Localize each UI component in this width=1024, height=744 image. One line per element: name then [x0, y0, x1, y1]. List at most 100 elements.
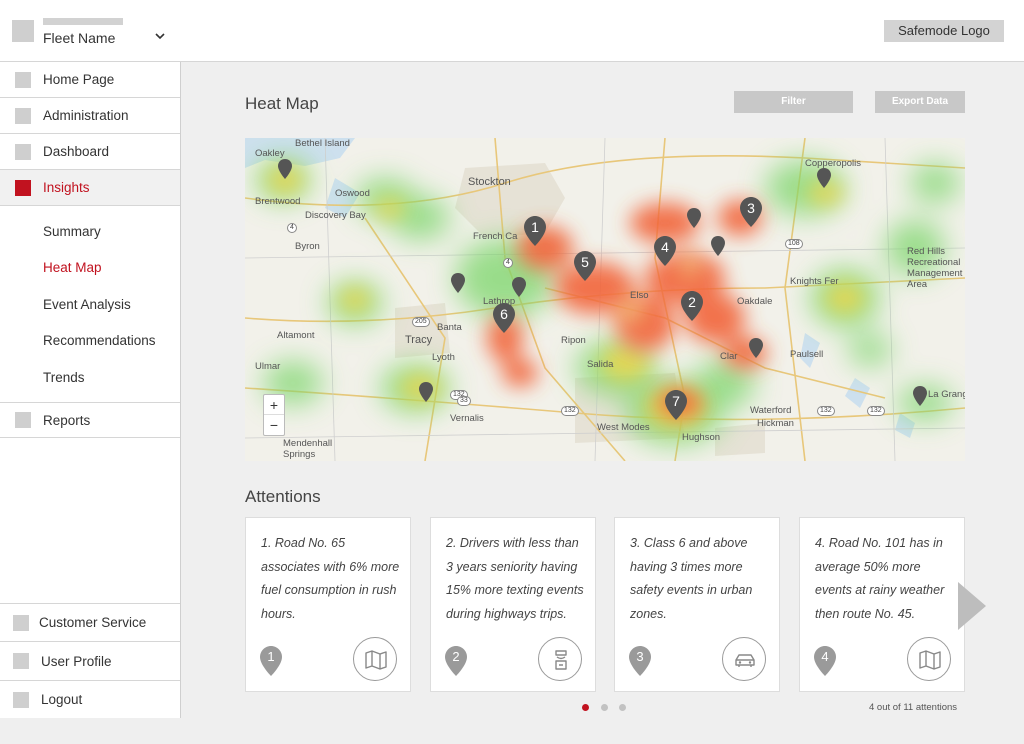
pin-number: 7	[672, 393, 680, 409]
sidebar-subitem-heat-map[interactable]: Heat Map	[43, 260, 102, 275]
sidebar-subitem-recommendations[interactable]: Recommendations	[43, 333, 156, 348]
pager-dot[interactable]	[601, 704, 608, 711]
logo: Safemode Logo	[884, 20, 1004, 42]
map-label: Discovery Bay	[305, 210, 366, 221]
pager-dot[interactable]	[619, 704, 626, 711]
sidebar-item-dashboard[interactable]: Dashboard	[0, 134, 180, 170]
sidebar-item-home[interactable]: Home Page	[0, 62, 180, 98]
map-pin-icon[interactable]	[512, 277, 526, 297]
zoom-in-button[interactable]: +	[264, 395, 284, 415]
map-icon[interactable]	[907, 637, 951, 681]
map-pin-icon	[665, 390, 687, 420]
map-pin-icon	[574, 251, 596, 281]
sidebar-item-reports[interactable]: Reports	[0, 402, 180, 438]
map-label: Lathrop	[483, 296, 516, 307]
pin-number: 3	[747, 200, 755, 216]
attention-card[interactable]: 4. Road No. 101 has in average 50% more …	[799, 517, 965, 692]
map-label: Red Hills Recreational Management Area	[907, 246, 963, 290]
sidebar-item-label: User Profile	[41, 653, 112, 669]
square-icon	[15, 179, 31, 196]
map-pin-numbered[interactable]: 4	[654, 236, 676, 266]
map-label: Vernalis	[450, 413, 484, 424]
map-label: Tracy	[405, 334, 433, 346]
pin-icon	[814, 646, 836, 676]
map-label: La Grange	[928, 389, 965, 400]
pin-icon	[260, 646, 282, 676]
map-label: Brentwood	[255, 196, 301, 207]
map-label: Altamont	[277, 330, 315, 341]
pin-number: 3	[636, 649, 644, 664]
attention-card[interactable]: 3. Class 6 and above having 3 times more…	[614, 517, 780, 692]
sidebar: Home Page Administration Dashboard Insig…	[0, 62, 181, 718]
sidebar-item-label: Logout	[41, 692, 83, 707]
pin-number: 2	[452, 649, 460, 664]
sidebar-item-administration[interactable]: Administration	[0, 98, 180, 134]
pin-number: 2	[688, 294, 696, 310]
top-bar: Fleet Name Safemode Logo	[0, 0, 1024, 62]
zoom-out-button[interactable]: −	[269, 417, 279, 433]
map-label: West Modes	[597, 422, 650, 433]
sidebar-subitem-event-analysis[interactable]: Event Analysis	[43, 297, 131, 312]
map-pin-numbered[interactable]: 6	[493, 303, 515, 333]
fleet-name[interactable]: Fleet Name	[43, 30, 116, 46]
map-label: Hickman	[757, 418, 794, 429]
sidebar-subitem-summary[interactable]: Summary	[43, 224, 101, 239]
map-pin-numbered[interactable]: 1	[524, 216, 546, 246]
attention-number-pin: 4	[814, 646, 836, 681]
highway-shield: 33	[457, 396, 471, 406]
map-label: Waterford	[750, 405, 792, 416]
next-arrow-icon[interactable]	[958, 582, 986, 630]
highway-shield: 4	[287, 223, 297, 233]
map-pin-numbered[interactable]: 3	[740, 197, 762, 227]
square-icon	[15, 71, 31, 88]
attention-card[interactable]: 1. Road No. 65 associates with 6% more f…	[245, 517, 411, 692]
map-label: Byron	[295, 241, 320, 252]
sidebar-item-label: Customer Service	[39, 615, 147, 630]
map-label: French Ca	[473, 231, 518, 242]
map-pin-numbered[interactable]: 5	[574, 251, 596, 281]
map-label: Lyoth	[432, 352, 455, 363]
attention-number-pin: 3	[629, 646, 651, 681]
map-label: Ripon	[561, 335, 586, 346]
map-pin-icon	[654, 236, 676, 266]
export-data-button[interactable]: Export Data	[875, 91, 965, 113]
map-pin-icon[interactable]	[687, 208, 701, 228]
map-pin-numbered[interactable]: 7	[665, 390, 687, 420]
chevron-down-icon[interactable]	[155, 31, 165, 43]
highway-shield: 108	[785, 239, 803, 249]
map-pin-icon[interactable]	[278, 159, 292, 179]
map-label: Clar	[720, 351, 738, 362]
map-pin-icon[interactable]	[419, 382, 433, 402]
car-icon[interactable]	[722, 637, 766, 681]
map-pin-icon	[740, 197, 762, 227]
map-pin-icon[interactable]	[817, 168, 831, 188]
map-pin-icon	[681, 291, 703, 321]
map-pin-icon[interactable]	[711, 236, 725, 256]
sidebar-item-user-profile[interactable]: User Profile	[0, 642, 180, 681]
map-label: Knights Fer	[790, 276, 839, 287]
filter-button[interactable]: Filter	[734, 91, 853, 113]
fleet-label-placeholder	[43, 18, 123, 25]
sidebar-item-insights[interactable]: Insights	[0, 170, 180, 206]
sidebar-item-logout[interactable]: Logout	[0, 681, 180, 718]
heat-map[interactable]: Oakley Bethel Island Brentwood Oswood Di…	[245, 138, 965, 461]
square-icon	[15, 107, 31, 124]
sidebar-subitem-trends[interactable]: Trends	[43, 370, 85, 385]
driver-icon[interactable]	[538, 637, 582, 681]
map-icon[interactable]	[353, 637, 397, 681]
map-pin-icon[interactable]	[913, 386, 927, 406]
square-icon	[13, 614, 29, 631]
pin-number: 4	[661, 239, 669, 255]
map-pin-numbered[interactable]: 2	[681, 291, 703, 321]
attention-card[interactable]: 2. Drivers with less than 3 years senior…	[430, 517, 596, 692]
map-label: Oakdale	[737, 296, 773, 307]
pin-number: 1	[267, 649, 275, 664]
pager-dot[interactable]	[582, 704, 589, 711]
map-pin-icon[interactable]	[451, 273, 465, 293]
zoom-control: + −	[263, 394, 285, 436]
attention-number-pin: 2	[445, 646, 467, 681]
map-pin-icon[interactable]	[749, 338, 763, 358]
map-label: Elso	[630, 290, 649, 301]
sidebar-item-customer-service[interactable]: Customer Service	[0, 603, 180, 642]
map-pin-icon	[524, 216, 546, 246]
